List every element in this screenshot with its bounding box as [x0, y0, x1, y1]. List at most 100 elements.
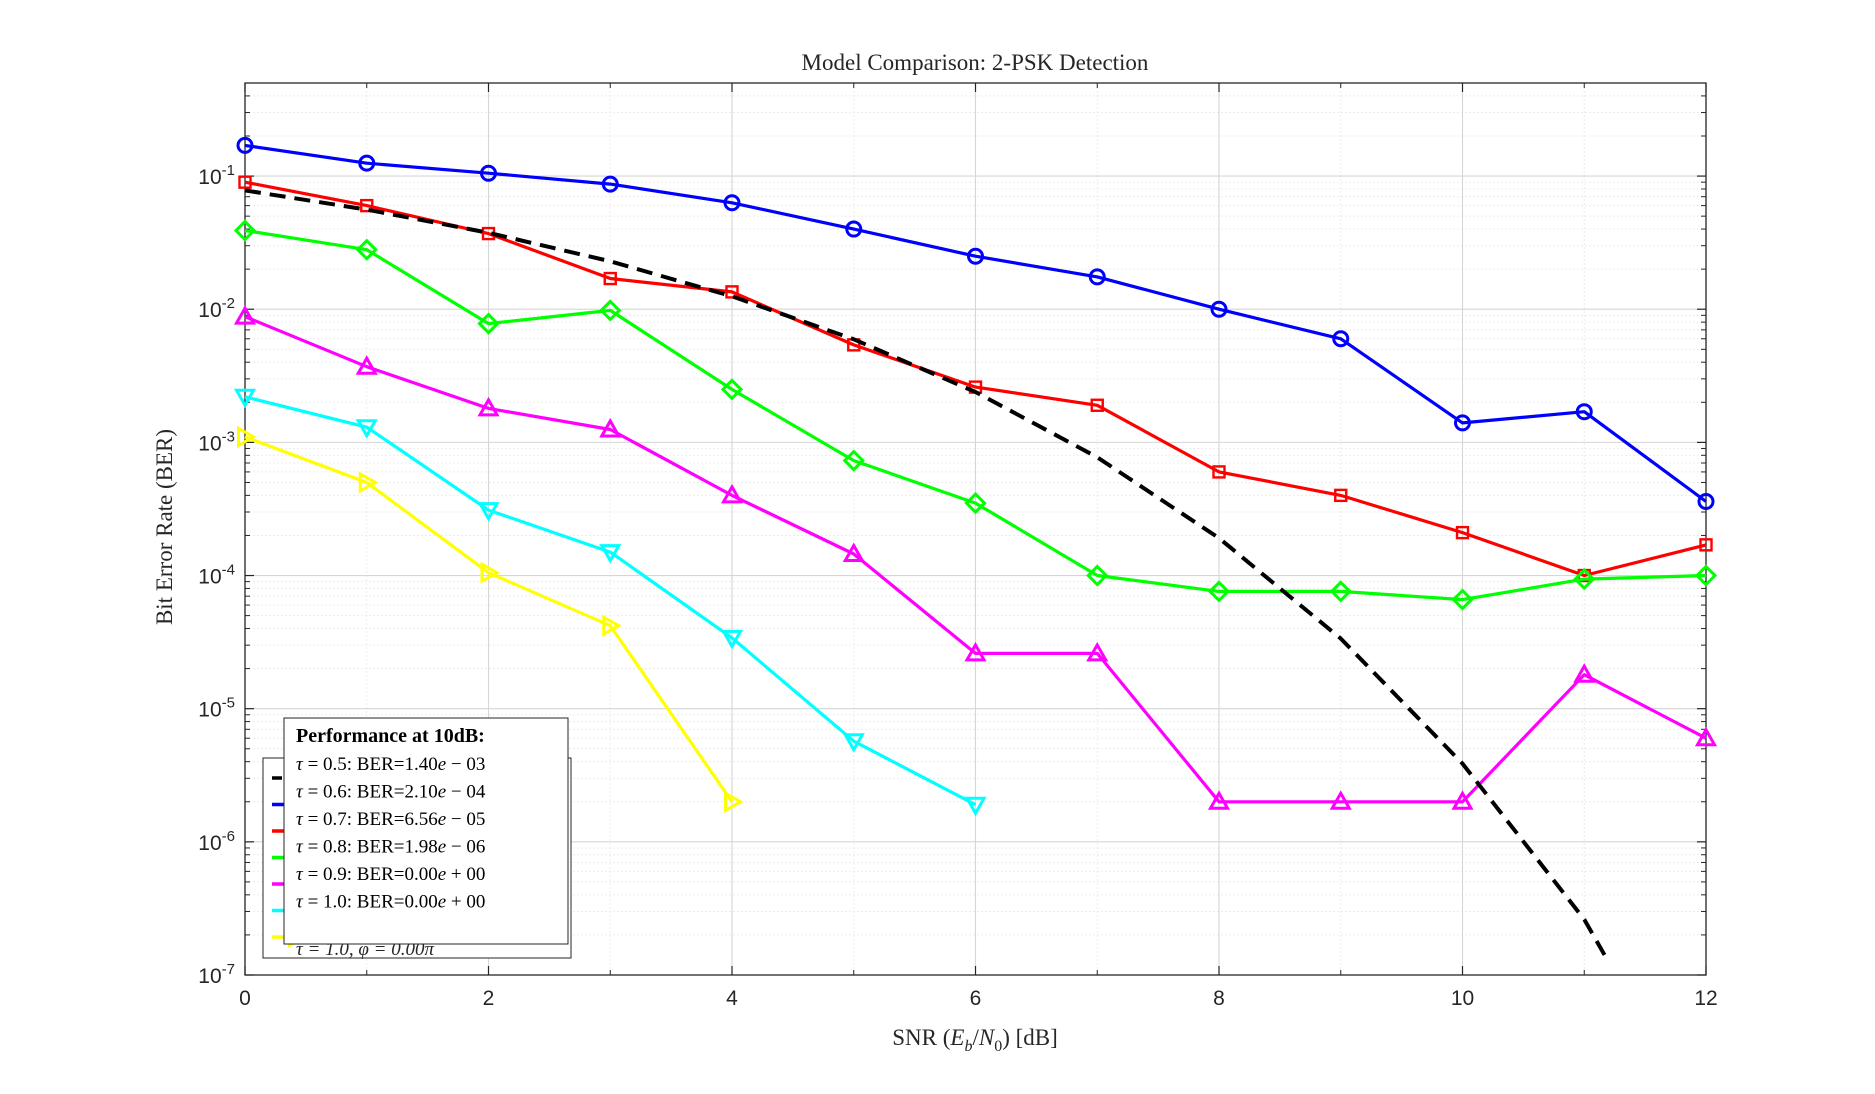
y-tick-label: 10-6 [198, 828, 235, 855]
series-layer [233, 136, 1718, 964]
y-tick-label: 10-1 [198, 162, 235, 189]
data-point-triangle-up [1451, 790, 1474, 810]
chart-title: Model Comparison: 2-PSK Detection [802, 50, 1149, 75]
series-line [244, 315, 1707, 804]
data-point-triangle-up [720, 483, 744, 504]
data-point-circle [1575, 403, 1593, 421]
data-point-circle [723, 194, 741, 212]
data-point-diamond [599, 299, 622, 322]
series-line [244, 180, 1707, 578]
y-tick-label: 10-2 [198, 295, 235, 322]
data-point-square [1090, 398, 1104, 412]
data-point-diamond [964, 491, 987, 515]
data-point-triangle-up [842, 542, 865, 563]
data-point-square [725, 285, 739, 299]
data-point-diamond [1694, 564, 1718, 587]
annotation-line: τ = 0.7: BER=6.56e − 05 [296, 809, 485, 830]
annotation-title: Performance at 10dB: [296, 725, 485, 747]
data-point-square [238, 175, 252, 189]
data-point-circle [601, 175, 619, 193]
data-point-triangle-down [842, 733, 865, 753]
data-point-triangle-right [602, 614, 622, 637]
data-point-triangle-right [237, 425, 257, 448]
x-axis-label: SNR (Eb/N0) [dB] [892, 1025, 1058, 1055]
series-3 [233, 219, 1718, 611]
series-6 [237, 425, 744, 813]
data-point-triangle-up [1329, 790, 1352, 810]
annotation-line: τ = 0.9: BER=0.00e + 00 [296, 864, 485, 885]
y-tick-label: 10-3 [198, 428, 235, 455]
data-point-circle [1332, 330, 1350, 348]
data-point-square [1334, 488, 1348, 503]
annotation-line: τ = 0.5: BER=1.40e − 03 [296, 754, 485, 775]
data-point-triangle-up [599, 417, 622, 438]
series-0 [244, 188, 1611, 964]
series-1 [236, 136, 1715, 510]
x-tick-label: 2 [483, 987, 495, 1010]
series-line-dashed [244, 188, 1611, 964]
data-point-square [1212, 465, 1226, 479]
series-line [244, 143, 1707, 503]
data-point-triangle-right [724, 790, 744, 813]
data-point-triangle-down [233, 388, 257, 409]
data-point-triangle-right [358, 471, 379, 494]
x-tick-label: 12 [1694, 987, 1717, 1010]
data-point-circle [967, 247, 984, 265]
data-point-circle [1210, 300, 1228, 318]
data-point-triangle-up [233, 305, 257, 325]
y-tick-label: 10-7 [198, 961, 235, 988]
data-point-triangle-down [599, 544, 622, 564]
y-tick-label: 10-5 [198, 695, 235, 722]
data-point-square [1699, 538, 1713, 552]
data-point-triangle-up [964, 641, 987, 662]
series-line [244, 395, 977, 807]
series-4 [233, 305, 1718, 810]
y-tick-labels: 10-7 10-6 10-5 10-4 10-3 10-2 10-1 [198, 162, 235, 988]
data-point-diamond [1329, 580, 1352, 603]
data-point-diamond [1207, 580, 1231, 603]
annotation-lines: τ = 0.5: BER=1.40e − 03 τ = 0.6: BER=2.10… [296, 754, 486, 913]
x-tick-labels: 0 2 4 6 8 10 12 [239, 987, 1718, 1010]
x-tick-label: 10 [1451, 987, 1474, 1010]
data-point-triangle-up [1573, 663, 1596, 683]
data-point-diamond [233, 219, 257, 242]
annotation-line: τ = 0.8: BER=1.98e − 06 [296, 837, 485, 858]
data-point-triangle-right [480, 561, 501, 584]
data-point-diamond [1451, 588, 1474, 611]
annotation-line: τ = 0.6: BER=2.10e − 04 [296, 782, 486, 803]
data-point-square [1455, 525, 1470, 540]
y-axis-label: Bit Error Rate (BER) [152, 429, 177, 625]
data-point-circle [480, 164, 497, 182]
data-point-diamond [477, 312, 500, 335]
data-point-triangle-down [720, 629, 744, 650]
data-point-circle [358, 154, 376, 172]
x-tick-label: 6 [970, 987, 982, 1010]
performance-annotation: τ = 1.0, φ = 0.00π Performance at 10dB: … [262, 717, 572, 960]
x-tick-label: 4 [726, 987, 738, 1010]
series-line [244, 435, 734, 803]
annotation-box [283, 717, 569, 945]
data-point-square [603, 271, 617, 286]
x-tick-label: 8 [1213, 987, 1225, 1010]
data-point-circle [1697, 492, 1715, 510]
data-point-triangle-down [964, 796, 987, 817]
annotation-line: τ = 1.0: BER=0.00e + 00 [296, 892, 485, 913]
y-tick-label: 10-4 [198, 562, 235, 589]
data-point-diamond [1573, 567, 1596, 591]
series-5 [233, 388, 987, 817]
data-point-circle [1088, 268, 1106, 286]
data-point-triangle-up [1694, 726, 1718, 747]
data-point-circle [845, 220, 863, 238]
data-point-triangle-up [1207, 790, 1231, 810]
data-point-triangle-up [477, 396, 500, 417]
data-point-circle [1454, 414, 1471, 432]
data-point-triangle-down [477, 502, 500, 522]
data-point-triangle-up [1086, 641, 1109, 662]
data-point-diamond [842, 449, 865, 472]
data-point-diamond [355, 238, 378, 261]
data-point-circle [236, 136, 254, 154]
data-point-diamond [720, 378, 744, 401]
data-point-triangle-down [355, 419, 378, 439]
x-tick-label: 0 [239, 987, 251, 1010]
